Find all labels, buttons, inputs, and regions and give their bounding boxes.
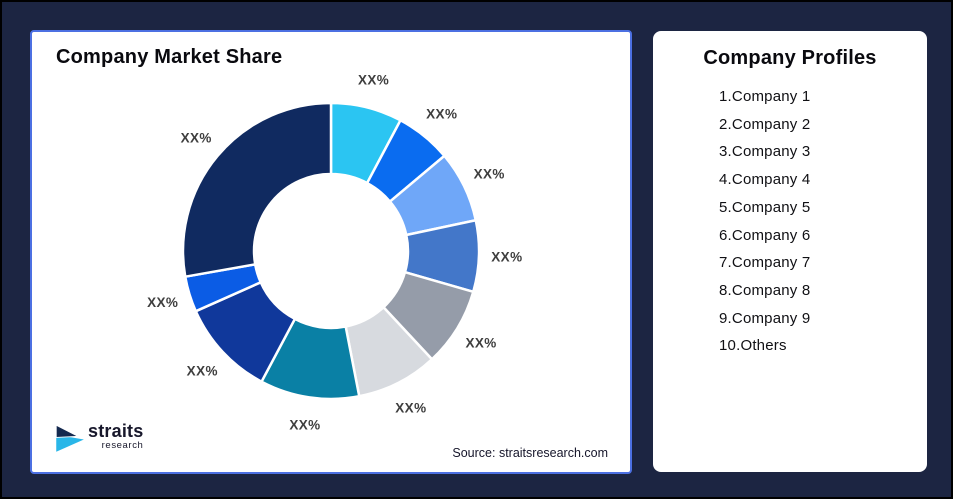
profiles-list: 1.Company 1 2.Company 2 3.Company 3 4.Co… (653, 83, 927, 360)
straits-research-logo: straits research (52, 422, 143, 454)
donut-chart: XX% XX% XX% XX% XX% XX% XX% XX% XX% XX% (147, 73, 522, 433)
segment-label-3: XX% (474, 166, 505, 181)
market-share-card: Company Market Share XX% XX% XX% XX% XX% XX% X… (30, 30, 632, 474)
company-profiles-card: Company Profiles 1.Company 1 2.Company 2… (653, 31, 927, 472)
profile-item: 4.Company 4 (719, 171, 811, 189)
straits-logo-icon (55, 424, 84, 452)
profile-item: 5.Company 5 (719, 198, 811, 216)
segment-label-10: XX% (181, 130, 212, 145)
profile-item: 10.Others (719, 337, 787, 355)
logo-brand-text: straits (88, 421, 144, 441)
chart-title: Company Market Share (56, 46, 283, 68)
profile-item: 3.Company 3 (719, 143, 811, 161)
logo-text: straits research (88, 422, 143, 451)
segment-label-4: XX% (491, 250, 522, 265)
segment-label-1: XX% (358, 73, 389, 88)
donut-segment-10 (181, 101, 333, 278)
profile-item: 8.Company 8 (719, 281, 811, 299)
profile-item: 1.Company 1 (719, 88, 811, 105)
source-text: Source: straitsresearch.com (452, 446, 608, 460)
logo-sub-text: research (101, 440, 144, 451)
profile-item: 9.Company 9 (719, 309, 811, 327)
segment-label-8: XX% (187, 364, 218, 379)
segment-label-5: XX% (465, 335, 496, 350)
profile-item: 6.Company 6 (719, 226, 811, 244)
profiles-title: Company Profiles (703, 47, 877, 69)
segment-label-7: XX% (289, 418, 320, 433)
segment-label-9: XX% (147, 295, 178, 310)
profile-item: 7.Company 7 (719, 254, 811, 272)
segment-label-6: XX% (395, 400, 426, 415)
segment-label-2: XX% (426, 107, 457, 122)
profile-item: 2.Company 2 (719, 115, 811, 133)
